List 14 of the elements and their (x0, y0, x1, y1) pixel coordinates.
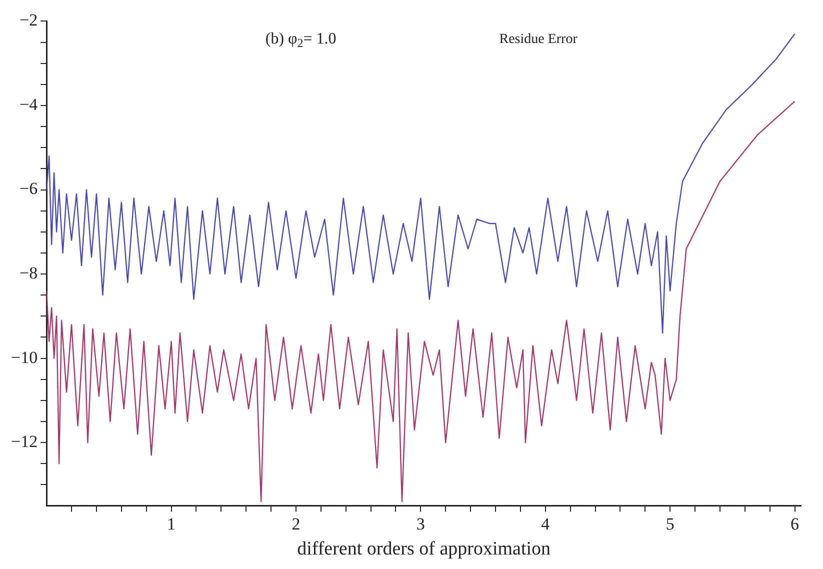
x-tick-label: 4 (541, 514, 550, 534)
y-tick-label: −6 (19, 179, 38, 198)
x-tick-label: 3 (416, 514, 425, 534)
x-axis-title: different orders of approximation (297, 538, 552, 560)
annotation: Residue Error (499, 32, 578, 47)
y-tick-label: −2 (19, 10, 38, 30)
x-tick-label: 6 (790, 514, 800, 534)
y-tick-label: −4 (19, 94, 38, 114)
y-tick-label: −10 (10, 348, 38, 367)
x-tick-label: 1 (167, 514, 176, 534)
x-tick-label: 5 (666, 514, 674, 534)
y-tick-label: −8 (19, 264, 38, 283)
x-tick-label: 2 (292, 514, 300, 534)
y-tick-label: −12 (10, 432, 38, 452)
